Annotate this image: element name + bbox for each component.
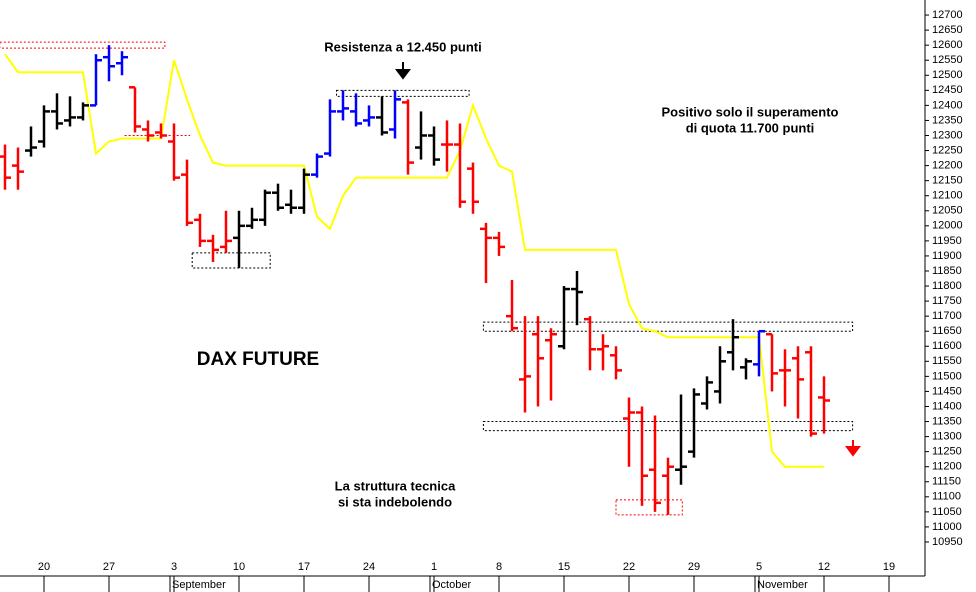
y-tick-label: 12000	[932, 220, 963, 232]
y-tick-label: 11350	[932, 415, 962, 427]
x-tick-label: 22	[623, 561, 635, 573]
y-tick-label: 12500	[932, 69, 963, 81]
down-arrow	[845, 440, 861, 457]
y-tick-label: 12100	[932, 190, 963, 202]
y-tick-label: 11050	[932, 506, 962, 518]
annotation: di quota 11.700 punti	[686, 120, 815, 135]
x-tick-label: 3	[171, 561, 177, 573]
y-tick-label: 11100	[932, 491, 961, 503]
y-tick-label: 12450	[932, 84, 963, 96]
y-tick-label: 11200	[932, 461, 962, 473]
zone	[191, 252, 271, 269]
y-tick-label: 11750	[932, 295, 962, 307]
y-tick-label: 12050	[932, 205, 963, 217]
zone	[482, 321, 854, 332]
y-tick-label: 12650	[932, 24, 963, 36]
y-tick-label: 11850	[932, 265, 962, 277]
y-tick-label: 12300	[932, 129, 963, 141]
month-label: November	[757, 579, 808, 591]
y-tick-label: 12200	[932, 160, 963, 172]
y-tick-label: 11650	[932, 325, 962, 337]
x-tick-label: 15	[558, 561, 570, 573]
y-tick-label: 11400	[932, 400, 962, 412]
y-tick-label: 11250	[932, 446, 962, 458]
y-tick-label: 12150	[932, 175, 963, 187]
zone	[336, 89, 470, 97]
y-tick-label: 11150	[932, 476, 961, 488]
y-tick-label: 12600	[932, 39, 963, 51]
trend-line	[4, 53, 824, 468]
x-tick-label: 29	[688, 561, 700, 573]
y-tick-label: 11450	[932, 385, 962, 397]
x-tick-label: 12	[818, 561, 830, 573]
zone	[615, 499, 683, 516]
x-tick-label: 19	[883, 561, 895, 573]
x-tick-label: 27	[103, 561, 115, 573]
y-tick-label: 12400	[932, 99, 963, 111]
x-tick-label: 10	[233, 561, 245, 573]
y-tick-label: 12250	[932, 144, 963, 156]
chart-title: DAX FUTURE	[197, 349, 319, 370]
y-tick-label: 11550	[932, 355, 962, 367]
y-tick-label: 11300	[932, 430, 962, 442]
x-tick-label: 5	[756, 561, 762, 573]
y-tick-label: 12700	[932, 9, 963, 21]
y-tick-label: 11000	[932, 521, 962, 533]
x-tick-label: 1	[431, 561, 437, 573]
month-label: October	[432, 579, 471, 591]
annotation: Resistenza a 12.450 punti	[324, 39, 482, 54]
x-tick-label: 24	[363, 561, 375, 573]
x-tick-label: 17	[298, 561, 310, 573]
y-tick-label: 12550	[932, 54, 963, 66]
y-tick-label: 12350	[932, 114, 963, 126]
annotation: si sta indebolendo	[338, 494, 452, 509]
month-label: September	[172, 579, 226, 591]
annotation: Positivo solo il superamento	[662, 104, 839, 119]
y-tick-label: 10950	[932, 536, 963, 548]
plot-area	[0, 41, 854, 516]
y-tick-label: 11800	[932, 280, 962, 292]
y-tick-label: 11600	[932, 340, 962, 352]
y-tick-label: 11900	[932, 250, 962, 262]
y-tick-label: 11950	[932, 235, 962, 247]
x-tick-label: 8	[496, 561, 502, 573]
x-tick-label: 20	[38, 561, 50, 573]
y-tick-label: 11700	[932, 310, 962, 322]
zone	[482, 421, 854, 432]
resistance-arrow	[395, 62, 411, 80]
annotation: La struttura tecnica	[335, 478, 456, 493]
y-tick-label: 11500	[932, 370, 962, 382]
zone	[0, 41, 166, 49]
